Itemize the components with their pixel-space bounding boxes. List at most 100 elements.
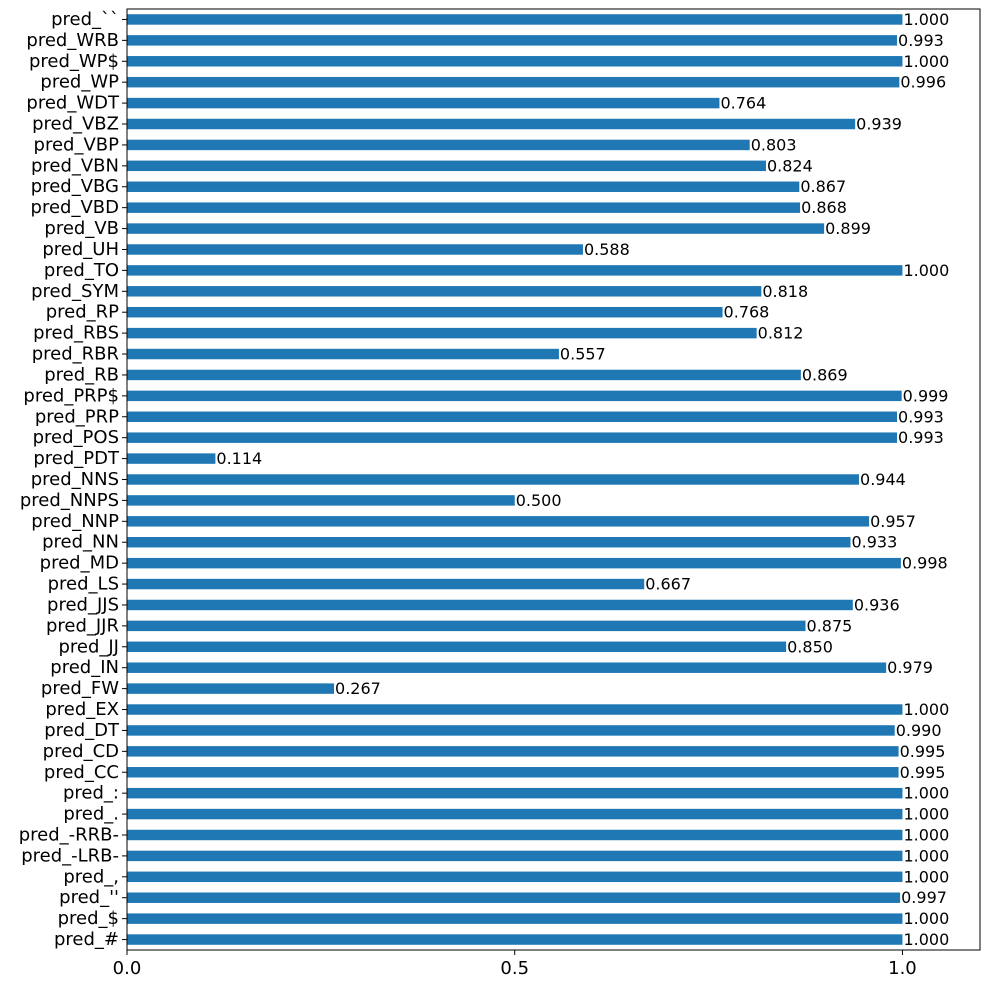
category-label: pred_JJR — [46, 615, 119, 636]
bar — [127, 620, 806, 632]
bar-value-label: 0.850 — [787, 637, 833, 656]
bar-value-label: 1.000 — [903, 825, 949, 844]
category-label: pred_RP — [46, 302, 119, 323]
bar — [127, 348, 559, 360]
bar-value-label: 1.000 — [903, 700, 949, 719]
bar — [127, 202, 801, 213]
bar-value-label: 0.957 — [870, 512, 916, 531]
bar-value-label: 0.979 — [887, 658, 933, 677]
category-label: pred_LS — [48, 574, 119, 595]
bar — [127, 306, 723, 318]
category-label: pred_$ — [58, 908, 119, 929]
category-label: pred_SYM — [31, 281, 119, 302]
bar-value-label: 1.000 — [903, 10, 949, 29]
bar-value-label: 0.764 — [720, 94, 766, 113]
bar — [127, 787, 903, 799]
category-label: pred_DT — [44, 720, 120, 741]
bar — [127, 892, 901, 903]
bar-value-label: 0.868 — [801, 198, 847, 217]
category-label: pred_-LRB- — [21, 845, 119, 866]
category-label: pred_. — [63, 804, 119, 825]
bars-layer — [127, 14, 903, 945]
category-label: pred_# — [54, 929, 119, 950]
bar — [127, 411, 898, 422]
bar — [127, 599, 853, 611]
bar — [127, 683, 335, 694]
bar-value-label: 0.944 — [860, 470, 906, 489]
bar-value-label: 1.000 — [903, 805, 949, 824]
category-label: pred_WRB — [26, 30, 119, 51]
bar — [127, 160, 766, 172]
bar-value-label: 0.267 — [335, 679, 381, 698]
bar-value-label: 0.768 — [724, 303, 770, 322]
bar — [127, 537, 851, 548]
category-label: pred_RB — [44, 364, 119, 385]
bar — [127, 725, 895, 736]
value-labels-layer: 1.000 0.993 1.000 0.996 0.764 0.939 0.803 0.824… — [216, 10, 949, 949]
bar-value-label: 0.803 — [751, 135, 797, 154]
category-label: pred_IN — [50, 657, 119, 678]
category-label: pred_NNP — [31, 511, 119, 532]
bar — [127, 641, 787, 653]
category-label: pred_VBD — [31, 197, 119, 218]
category-label: pred_TO — [44, 260, 119, 281]
category-label: pred_MD — [40, 553, 119, 574]
bar — [127, 808, 903, 820]
category-label: pred_WP$ — [29, 51, 119, 72]
bar — [127, 390, 902, 402]
bar — [127, 223, 825, 234]
category-label: pred_VBZ — [32, 114, 119, 135]
bar-value-label: 0.500 — [516, 491, 562, 510]
category-label: pred_: — [63, 783, 119, 804]
category-label: pred_'' — [59, 887, 119, 908]
bar-value-label: 0.995 — [900, 742, 946, 761]
bar — [127, 871, 903, 883]
bar-value-label: 0.939 — [856, 115, 902, 134]
bar — [127, 516, 870, 527]
bar — [127, 369, 801, 381]
category-label: pred_PRP — [35, 406, 119, 427]
bar-value-label: 0.996 — [900, 73, 946, 92]
bar — [127, 578, 645, 590]
bar — [127, 934, 903, 945]
bar-value-label: 1.000 — [903, 867, 949, 886]
plot-frame — [126, 8, 981, 951]
bar-value-label: 0.993 — [898, 428, 944, 447]
bar-value-label: 0.818 — [762, 282, 808, 301]
bar — [127, 913, 903, 924]
bar-value-label: 0.867 — [800, 177, 846, 196]
bar-value-label: 0.999 — [903, 386, 949, 405]
bar — [127, 746, 899, 757]
category-label: pred_VBN — [31, 155, 119, 176]
bar-value-label: 0.588 — [584, 240, 630, 259]
x-axis-tick-label: 1.0 — [888, 958, 917, 979]
bar-value-label: 0.824 — [767, 156, 813, 175]
category-label: pred_CD — [43, 741, 119, 762]
category-label: pred_NNPS — [20, 490, 119, 511]
bar — [127, 662, 887, 673]
bar — [127, 453, 216, 464]
bar-value-label: 0.869 — [802, 365, 848, 384]
category-label: pred_VB — [44, 218, 119, 239]
bar-value-label: 0.933 — [851, 533, 897, 552]
category-label: pred_EX — [45, 699, 119, 720]
bar-value-label: 0.812 — [758, 324, 804, 343]
bar — [127, 557, 901, 569]
bar — [127, 286, 762, 297]
bar — [127, 35, 898, 46]
bar-value-label: 0.995 — [900, 763, 946, 782]
bar-value-label: 0.993 — [898, 31, 944, 50]
bar — [127, 139, 750, 151]
bar-value-label: 0.990 — [896, 721, 942, 740]
bar — [127, 474, 860, 485]
bar-value-label: 0.997 — [901, 888, 947, 907]
bar-value-label: 1.000 — [903, 52, 949, 71]
x-axis-tick-label: 0.0 — [113, 958, 142, 979]
bar — [127, 495, 515, 506]
bar — [127, 327, 757, 339]
bar-value-label: 0.936 — [854, 595, 900, 614]
category-label: pred_WDT — [26, 93, 120, 114]
category-label: pred_JJS — [47, 594, 119, 615]
category-label: pred_PRP$ — [23, 385, 119, 406]
